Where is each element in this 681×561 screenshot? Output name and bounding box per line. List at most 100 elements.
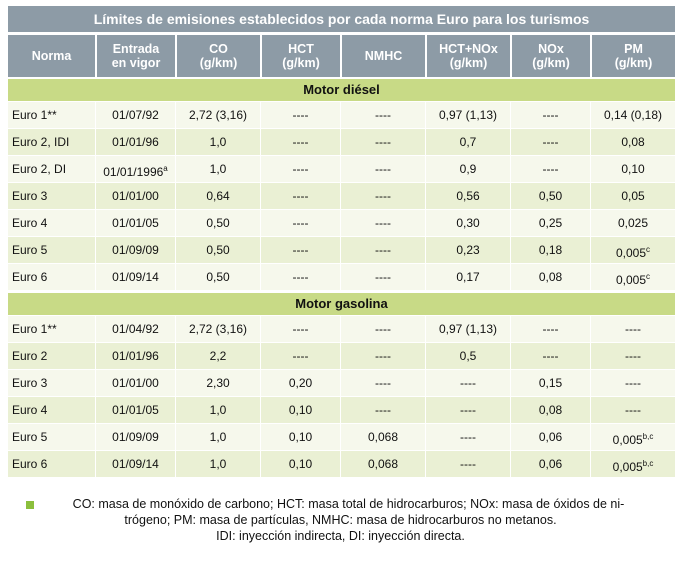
cell-text: ---- bbox=[292, 135, 309, 149]
cell-text: ---- bbox=[542, 162, 559, 176]
table-cell: Euro 3 bbox=[8, 183, 95, 209]
cell-text: ---- bbox=[542, 108, 559, 122]
footnote-text: trógeno; PM: masa de partículas, NMHC: m… bbox=[124, 513, 557, 527]
table-cell: 1,0 bbox=[175, 129, 260, 155]
table-cell: 01/01/05 bbox=[95, 210, 175, 236]
table-cell: 0,06 bbox=[510, 424, 590, 450]
table-cell: ---- bbox=[260, 343, 340, 369]
cell-text: Euro 3 bbox=[12, 189, 48, 203]
superscript: c bbox=[646, 245, 651, 254]
cell-text: Euro 2, IDI bbox=[12, 135, 70, 149]
cell-text: ---- bbox=[460, 403, 476, 417]
table-cell: 0,50 bbox=[175, 264, 260, 290]
cell-text: 01/01/05 bbox=[112, 403, 159, 417]
cell-text: 2,2 bbox=[209, 349, 227, 363]
cell-text: 0,50 bbox=[206, 243, 230, 257]
table-cell: 0,25 bbox=[510, 210, 590, 236]
table-cell: 01/09/14 bbox=[95, 264, 175, 290]
cell-text: Euro 2, DI bbox=[12, 162, 67, 176]
row-bg bbox=[8, 210, 675, 236]
cell-text: 0,7 bbox=[459, 135, 477, 149]
table-cell: 0,08 bbox=[590, 129, 675, 155]
table-cell: 0,10 bbox=[260, 424, 340, 450]
table-cell: ---- bbox=[260, 237, 340, 263]
cell-text: ---- bbox=[625, 322, 641, 336]
table-cell: ---- bbox=[590, 316, 675, 342]
table-cell: ---- bbox=[340, 102, 425, 128]
row-bg bbox=[8, 451, 675, 477]
cell-text: 2,72 (3,16) bbox=[188, 322, 248, 336]
cell-text: ---- bbox=[460, 457, 476, 471]
table-cell: ---- bbox=[425, 451, 510, 477]
cell-text: ---- bbox=[375, 135, 391, 149]
header-line: (g/km) bbox=[199, 56, 238, 70]
table-cell: ---- bbox=[340, 183, 425, 209]
row-bg bbox=[8, 102, 675, 128]
table-cell: Euro 6 bbox=[8, 264, 95, 290]
cell-text: 0,10 bbox=[621, 162, 645, 176]
header-cell: NOx (g/km) bbox=[510, 35, 590, 77]
table-cell: 0,10 bbox=[590, 156, 675, 182]
cell-text: ---- bbox=[625, 403, 641, 417]
cell-text: ---- bbox=[292, 162, 309, 176]
footnote-text: IDI: inyección indirecta, DI: inyección … bbox=[216, 529, 465, 543]
cell-text: 0,06 bbox=[538, 430, 563, 444]
table-cell: 0,97 (1,13) bbox=[425, 316, 510, 342]
table-cell: ---- bbox=[510, 156, 590, 182]
cell-text: ---- bbox=[292, 108, 309, 122]
cell-text: 1,0 bbox=[209, 430, 227, 444]
table-cell: ---- bbox=[260, 264, 340, 290]
cell-text: 0,23 bbox=[456, 243, 480, 257]
cell-text: 01/07/92 bbox=[112, 108, 159, 122]
table-cell: 0,025 bbox=[590, 210, 675, 236]
table-cell: ---- bbox=[340, 237, 425, 263]
table-cell: ---- bbox=[510, 343, 590, 369]
cell-text: 0,08 bbox=[538, 270, 563, 284]
cell-text: 0,25 bbox=[538, 216, 563, 230]
table-cell: 0,18 bbox=[510, 237, 590, 263]
cell-text: 0,14 (0,18) bbox=[603, 108, 663, 122]
table-cell: Euro 3 bbox=[8, 370, 95, 396]
table-cell: 0,08 bbox=[510, 397, 590, 423]
cell-text: 0,08 bbox=[538, 403, 563, 417]
cell-text: 01/09/14 bbox=[112, 270, 159, 284]
cell-text: Euro 5 bbox=[12, 430, 48, 444]
table-cell: 0,50 bbox=[175, 237, 260, 263]
section-label: Motor gasolina bbox=[295, 296, 388, 311]
table-cell: ---- bbox=[260, 102, 340, 128]
cell-text: 0,025 bbox=[617, 216, 649, 230]
cell-text: ---- bbox=[625, 349, 641, 363]
bullet bbox=[26, 501, 34, 509]
table-cell: 0,23 bbox=[425, 237, 510, 263]
cell-text: 0,9 bbox=[459, 162, 477, 176]
table-cell: ---- bbox=[340, 264, 425, 290]
table-cell: Euro 2 bbox=[8, 343, 95, 369]
cell-text: Euro 4 bbox=[12, 216, 48, 230]
cell-text: ---- bbox=[375, 270, 391, 284]
table-cell: 01/09/14 bbox=[95, 451, 175, 477]
table-cell: ---- bbox=[340, 397, 425, 423]
table-cell: ---- bbox=[260, 210, 340, 236]
cell-text: 0,50 bbox=[538, 189, 563, 203]
header-line: Norma bbox=[31, 49, 72, 63]
table-cell: 01/01/00 bbox=[95, 370, 175, 396]
table-cell: 0,05 bbox=[590, 183, 675, 209]
header-cell: HCT (g/km) bbox=[260, 35, 340, 77]
table-cell: ---- bbox=[340, 370, 425, 396]
cell-text: ---- bbox=[292, 216, 309, 230]
table-title: Límites de emisiones establecidos por ca… bbox=[8, 6, 675, 32]
cell-text: 01/01/96 bbox=[112, 135, 159, 149]
cell-text: ---- bbox=[542, 349, 559, 363]
cell-text: 0,10 bbox=[288, 430, 313, 444]
cell-text: 01/09/09 bbox=[112, 430, 159, 444]
table-cell: 01/01/05 bbox=[95, 397, 175, 423]
table-cell: 2,72 (3,16) bbox=[175, 102, 260, 128]
cell-text: 0,06 bbox=[538, 457, 563, 471]
cell-text: 2,72 (3,16) bbox=[188, 108, 248, 122]
table-cell: 0,50 bbox=[510, 183, 590, 209]
cell-text: 0,17 bbox=[456, 270, 480, 284]
cell-text: ---- bbox=[375, 162, 391, 176]
cell-text: ---- bbox=[625, 376, 641, 390]
cell-text: ---- bbox=[375, 108, 391, 122]
